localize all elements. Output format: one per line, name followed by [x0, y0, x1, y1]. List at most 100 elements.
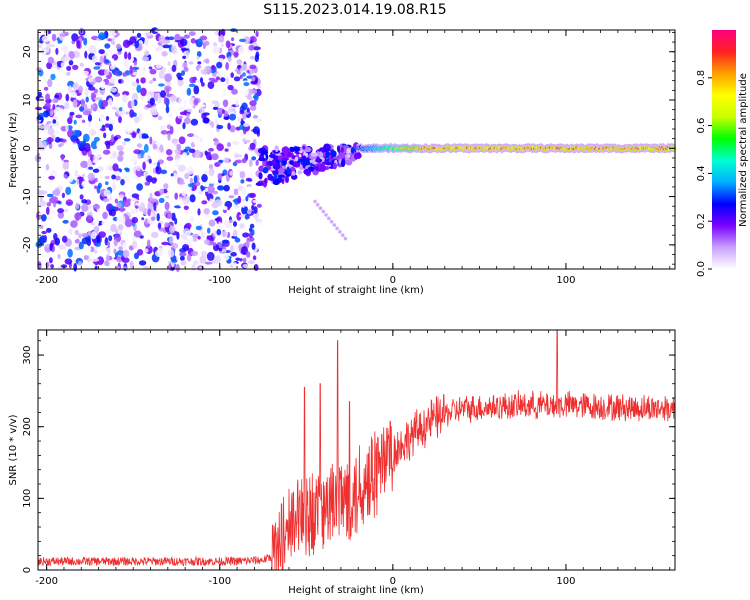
spectrogram-cell [233, 76, 241, 82]
spectrogram-cell [228, 195, 235, 199]
spectrogram-cell [252, 114, 259, 119]
spectrogram-cell [242, 63, 248, 72]
spectrogram-cell [249, 100, 257, 107]
colorbar-tick-label: 0.4 [696, 165, 707, 181]
spectrogram-cell [256, 221, 262, 228]
spectrogram-cell [241, 246, 248, 256]
spectrogram-cell [50, 264, 54, 269]
spectrogram-cell [49, 242, 53, 252]
spectrogram-cell [38, 225, 44, 229]
spectrogram-cell [272, 179, 280, 186]
spectrogram-cell [143, 143, 149, 153]
spectrogram-cell [78, 233, 82, 239]
spectrogram-cell [182, 122, 186, 130]
spectrogram-cell [199, 106, 205, 115]
spectrogram-cell [74, 212, 82, 221]
spectrogram-cell [201, 174, 208, 183]
spectrogram-cell [202, 43, 206, 49]
x-tick-label: -200 [35, 576, 58, 587]
spectrogram-cell [260, 150, 266, 156]
spectrogram-cell [235, 257, 241, 261]
spectrogram-cell [119, 107, 123, 112]
spectrogram-cell [81, 233, 89, 238]
spectrogram-cell [87, 159, 92, 166]
spectrogram-cell [212, 106, 219, 110]
spectrogram-cell [179, 198, 183, 208]
spectrogram-cell [115, 175, 121, 181]
spectrogram-cell [183, 34, 190, 39]
spectrogram-cell [229, 113, 237, 121]
spectrogram-cell [175, 264, 180, 273]
spectrogram-cell [303, 168, 312, 175]
spectrogram-cell [94, 185, 98, 189]
spectrogram-cell [251, 204, 255, 211]
spectrogram-cell [245, 177, 252, 182]
spectrogram-cell [74, 229, 79, 236]
spectrogram-cell [294, 156, 299, 162]
spectrogram-cell [155, 64, 162, 69]
spectrogram-cell [117, 70, 123, 76]
spectrogram-cell [68, 85, 72, 93]
spectrogram-cell [40, 214, 47, 222]
spectrogram-cell [231, 187, 235, 196]
spectrogram-cell [104, 69, 110, 76]
spectrogram-cell [208, 167, 215, 177]
spectrogram-cell [73, 263, 78, 272]
spectrogram-cell [101, 221, 105, 226]
spectrogram-cell [87, 75, 93, 79]
spectrogram-cell [160, 130, 168, 135]
spectrogram-cell [234, 160, 243, 164]
spectrogram-cell [332, 162, 337, 170]
spectrogram-cell [198, 191, 203, 195]
spectrogram-cell [152, 112, 159, 116]
spectrogram-cell [332, 223, 337, 227]
spectrogram-cell [152, 77, 156, 82]
spectrogram-cell [196, 38, 203, 48]
spectrogram-cell [127, 52, 132, 61]
spectrogram-cell [208, 164, 213, 169]
spectrogram-cell [109, 64, 116, 70]
spectrogram-cell [63, 56, 71, 62]
spectrogram-cell [126, 198, 131, 202]
spectrogram-cell [65, 93, 70, 102]
spectrogram-cell [249, 223, 255, 229]
spectrogram-cell [109, 205, 117, 211]
spectrogram-cell [72, 83, 78, 89]
spectrogram-cell [218, 221, 222, 230]
spectrogram-cell [210, 29, 215, 36]
spectrogram-cell [36, 153, 41, 162]
spectrogram-cell [215, 76, 220, 81]
spectrogram-cell [58, 244, 66, 250]
spectrogram-cell [193, 260, 199, 266]
spectrogram-cell [178, 115, 183, 120]
spectrogram-cell [233, 221, 237, 227]
spectrogram-cell [78, 241, 84, 250]
spectrogram-cell [274, 145, 279, 153]
spectrogram-cell [138, 260, 147, 266]
spectrogram-cell [256, 203, 262, 208]
spectrogram-cell [229, 170, 234, 176]
spectrogram-cell [136, 249, 144, 256]
spectrogram-cell [211, 153, 219, 161]
spectrogram-cell [243, 206, 248, 212]
spectrogram-cell [91, 231, 97, 240]
spectrogram-cell [158, 197, 165, 204]
spectrogram-cell [205, 58, 210, 64]
spectrogram-cell [99, 55, 104, 65]
spectrogram-cell [202, 117, 210, 124]
spectrogram-cell [192, 104, 196, 109]
spectrogram-cell [94, 241, 101, 247]
spectrogram-cell [188, 83, 196, 88]
spectrogram-cell [90, 104, 95, 111]
spectrogram-cell [277, 174, 286, 178]
spectrogram-cell [222, 99, 229, 108]
spectrogram-cell [249, 64, 257, 70]
spectrogram-cell [111, 174, 116, 180]
spectrogram-cell [188, 31, 196, 36]
spectrogram-cell [185, 230, 192, 236]
spectrogram-cell [176, 143, 182, 151]
spectrogram-cell [97, 147, 103, 152]
spectrogram-cell [39, 235, 46, 244]
spectrogram-cell [141, 47, 145, 52]
